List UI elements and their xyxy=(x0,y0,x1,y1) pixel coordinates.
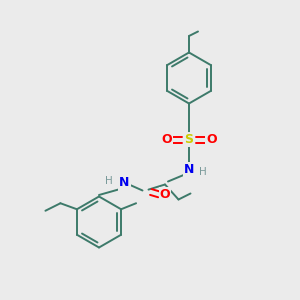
Text: H: H xyxy=(200,167,207,177)
Text: S: S xyxy=(184,133,194,146)
Text: O: O xyxy=(160,188,170,201)
Text: N: N xyxy=(184,163,194,176)
Text: O: O xyxy=(206,133,217,146)
Text: H: H xyxy=(105,176,113,187)
Text: N: N xyxy=(119,176,130,190)
Text: O: O xyxy=(161,133,172,146)
